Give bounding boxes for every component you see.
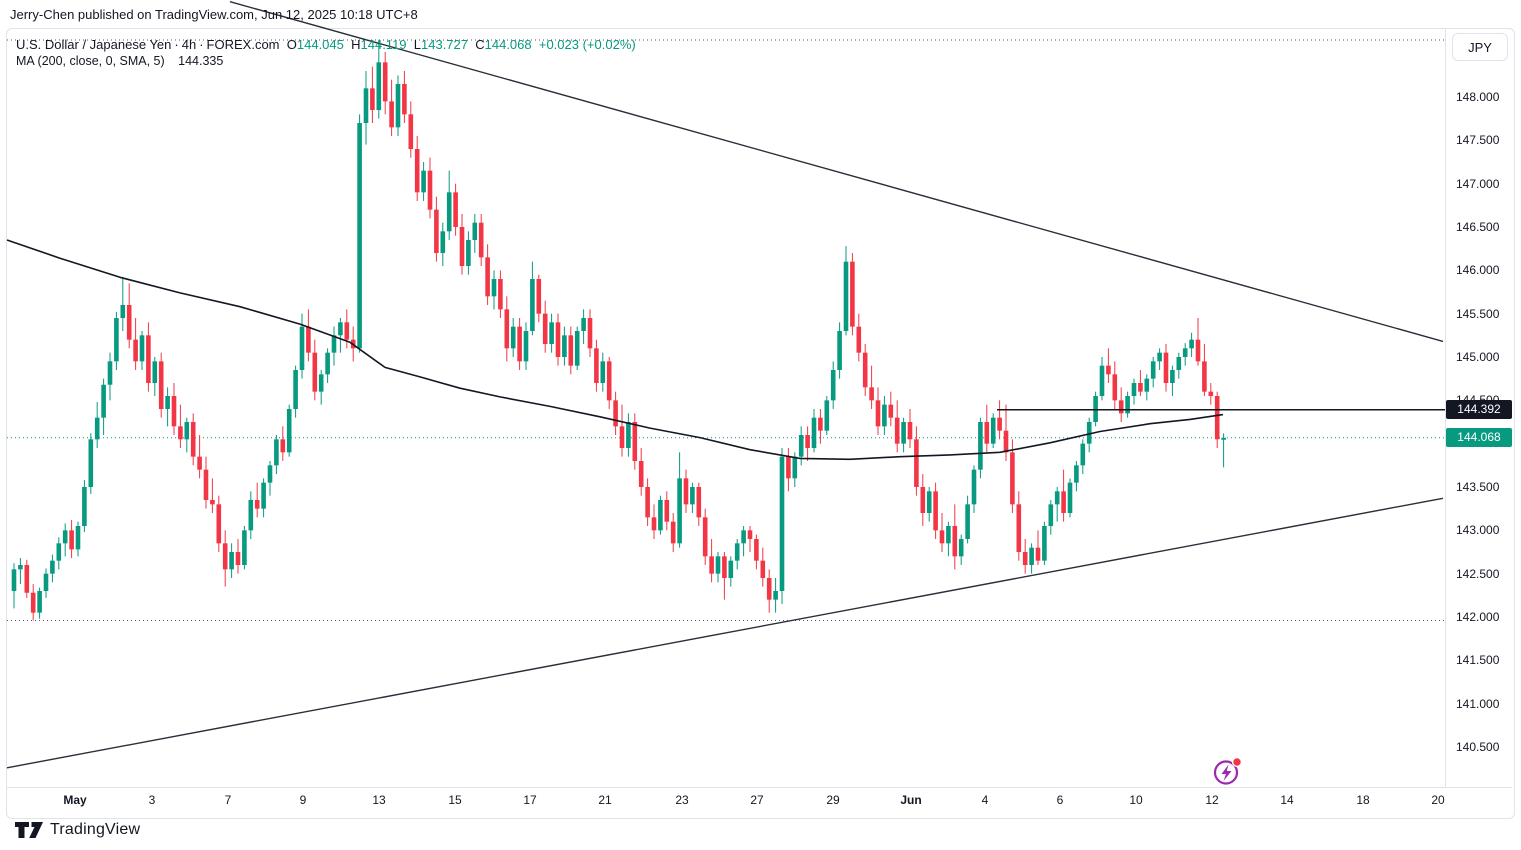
last-price-label: 144.068 (1446, 428, 1512, 448)
legend-separator: · (174, 37, 179, 52)
price-tick: 145.000 (1456, 350, 1500, 364)
close-value: 144.068 (484, 37, 532, 52)
price-tick: 145.500 (1456, 306, 1500, 321)
price-tick: 141.000 (1456, 696, 1500, 711)
low-value: 143.727 (421, 37, 468, 52)
time-tick: 27 (750, 793, 764, 807)
ma-legend-label: MA (200, close, 0, SMA, 5) (16, 54, 165, 68)
price-tick: 140.500 (1456, 740, 1500, 754)
price-tick: 142.500 (1456, 566, 1500, 581)
change-value: +0.023 (+0.02%) (538, 37, 636, 52)
high-value: 144.119 (360, 37, 407, 52)
time-tick: 18 (1356, 793, 1370, 807)
time-tick: 12 (1205, 793, 1219, 807)
low-label: L (413, 37, 421, 52)
time-tick: 20 (1431, 793, 1445, 807)
attribution-text: Jerry-Chen published on TradingView.com,… (10, 7, 418, 22)
time-tick: 4 (981, 793, 989, 807)
price-tick: 141.500 (1456, 653, 1500, 668)
tradingview-logo-text: TradingView (50, 821, 141, 838)
price-tick: 143.000 (1456, 523, 1500, 538)
tradingview-logo[interactable]: TradingView (14, 821, 140, 839)
publish-flash-icon[interactable] (1211, 757, 1245, 789)
time-tick: 13 (372, 793, 386, 807)
ma-legend-row: MA (200, close, 0, SMA, 5) 144.335 (16, 54, 223, 68)
time-axis-separator (7, 787, 1512, 788)
interval-label: 4h (181, 37, 197, 52)
time-tick: 3 (148, 793, 156, 807)
currency-toggle-button[interactable]: JPY (1452, 33, 1508, 61)
time-tick: 10 (1129, 793, 1143, 807)
price-tick: 147.000 (1456, 176, 1500, 191)
chart-widget[interactable] (6, 28, 1515, 819)
chart-legend-row: U.S. Dollar / Japanese Yen · 4h · FOREX.com … (16, 37, 636, 52)
time-tick: May (63, 793, 87, 807)
time-tick: 7 (224, 793, 232, 807)
price-tick: 148.000 (1456, 90, 1500, 104)
time-tick: 23 (675, 793, 689, 807)
notification-dot (1231, 757, 1243, 768)
price-tick: 147.500 (1456, 133, 1500, 148)
time-tick: 9 (299, 793, 307, 807)
time-tick: 21 (598, 793, 612, 807)
time-tick: 17 (523, 793, 537, 807)
open-label: O (286, 37, 297, 52)
ma-legend-value: 144.335 (178, 54, 224, 68)
symbol-title: U.S. Dollar / Japanese Yen (16, 37, 172, 52)
time-tick: Jun (900, 793, 922, 807)
high-label: H (351, 37, 361, 52)
price-line-label: 144.392 (1446, 400, 1512, 420)
price-tick: 146.500 (1456, 220, 1500, 234)
lightning-bolt-icon (1221, 764, 1232, 781)
close-label: C (475, 37, 485, 52)
price-axis-separator (1445, 29, 1446, 787)
price-tick: 143.500 (1456, 480, 1500, 494)
price-tick: 146.000 (1456, 263, 1500, 278)
time-tick: 15 (448, 793, 462, 807)
price-tick: 142.000 (1456, 610, 1500, 624)
open-value: 144.045 (296, 37, 344, 52)
feed-label: FOREX.com (206, 37, 280, 52)
tradingview-logo-icon (15, 822, 43, 838)
time-tick: 14 (1280, 793, 1294, 807)
time-tick: 6 (1056, 793, 1064, 807)
legend-separator: · (199, 37, 204, 52)
time-tick: 29 (826, 793, 840, 807)
